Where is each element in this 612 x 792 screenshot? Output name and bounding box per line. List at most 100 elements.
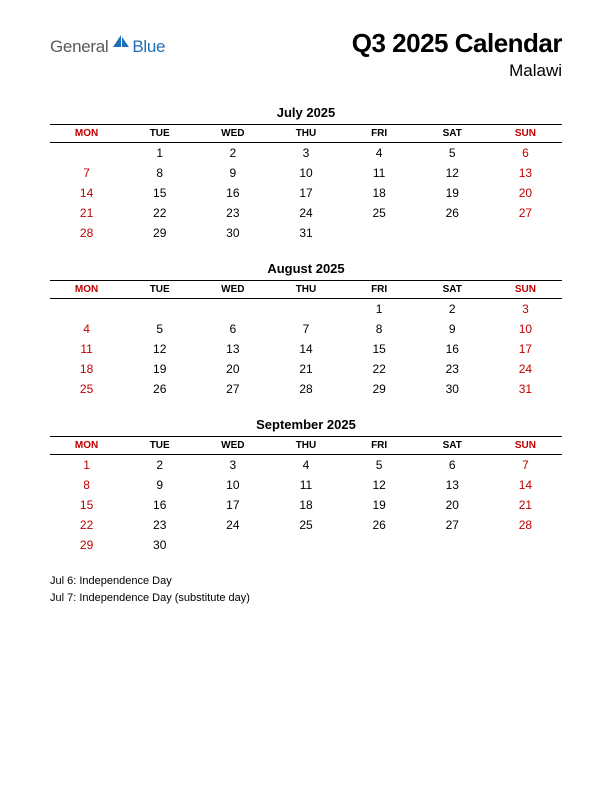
- calendar-cell: 6: [196, 319, 269, 339]
- calendar-cell: 15: [343, 339, 416, 359]
- calendar-cell: 2: [416, 299, 489, 320]
- calendar-cell: 28: [489, 515, 562, 535]
- calendar-cell: 21: [50, 203, 123, 223]
- calendar-cell: 4: [343, 143, 416, 164]
- calendar-cell: 23: [123, 515, 196, 535]
- calendar-cell: 25: [343, 203, 416, 223]
- calendar-cell: [416, 535, 489, 555]
- calendar-row: 123456: [50, 143, 562, 164]
- calendar-row: 22232425262728: [50, 515, 562, 535]
- calendar-cell: 28: [50, 223, 123, 243]
- calendar-cell: 2: [123, 455, 196, 476]
- day-header: WED: [196, 125, 269, 143]
- calendar-cell: 8: [343, 319, 416, 339]
- day-header: TUE: [123, 437, 196, 455]
- calendar-cell: [269, 535, 342, 555]
- calendar-cell: 27: [416, 515, 489, 535]
- calendar-cell: 26: [416, 203, 489, 223]
- calendar-cell: [269, 299, 342, 320]
- calendar-cell: 30: [123, 535, 196, 555]
- calendar-cell: 31: [269, 223, 342, 243]
- calendar-cell: 17: [196, 495, 269, 515]
- day-header: THU: [269, 437, 342, 455]
- calendar-cell: 25: [50, 379, 123, 399]
- calendar-cell: 14: [489, 475, 562, 495]
- day-header: SAT: [416, 281, 489, 299]
- calendar-cell: 27: [196, 379, 269, 399]
- logo: General Blue: [50, 34, 165, 59]
- calendar-table: MONTUEWEDTHUFRISATSUN1234567891011121314…: [50, 436, 562, 555]
- header: General Blue Q3 2025 Calendar Malawi: [50, 28, 562, 81]
- calendar-cell: 19: [343, 495, 416, 515]
- day-header: FRI: [343, 281, 416, 299]
- title-block: Q3 2025 Calendar Malawi: [352, 28, 562, 81]
- month-title: August 2025: [50, 261, 562, 276]
- calendar-cell: 26: [343, 515, 416, 535]
- calendar-cell: 18: [343, 183, 416, 203]
- calendar-cell: 4: [269, 455, 342, 476]
- calendar-cell: 15: [123, 183, 196, 203]
- calendar-cell: 26: [123, 379, 196, 399]
- calendar-row: 78910111213: [50, 163, 562, 183]
- calendar-cell: 9: [123, 475, 196, 495]
- day-header: FRI: [343, 125, 416, 143]
- calendar-cell: 30: [416, 379, 489, 399]
- calendar-cell: 14: [50, 183, 123, 203]
- calendar-row: 1234567: [50, 455, 562, 476]
- calendar-cell: 22: [50, 515, 123, 535]
- calendar-cell: [196, 299, 269, 320]
- calendar-cell: 15: [50, 495, 123, 515]
- calendar-cell: 12: [343, 475, 416, 495]
- calendar-cell: 16: [416, 339, 489, 359]
- calendar-cell: 5: [123, 319, 196, 339]
- page-subtitle: Malawi: [352, 61, 562, 81]
- calendar-cell: 9: [416, 319, 489, 339]
- calendar-cell: 18: [50, 359, 123, 379]
- calendar-cell: 13: [196, 339, 269, 359]
- holiday-item: Jul 7: Independence Day (substitute day): [50, 590, 562, 607]
- month-title: July 2025: [50, 105, 562, 120]
- calendar-table: MONTUEWEDTHUFRISATSUN1234567891011121314…: [50, 124, 562, 243]
- calendar-row: 11121314151617: [50, 339, 562, 359]
- calendar-cell: 2: [196, 143, 269, 164]
- day-header: THU: [269, 125, 342, 143]
- calendar-cell: 28: [269, 379, 342, 399]
- calendar-cell: 25: [269, 515, 342, 535]
- month-block: August 2025MONTUEWEDTHUFRISATSUN12345678…: [50, 261, 562, 399]
- day-header: TUE: [123, 125, 196, 143]
- day-header: SUN: [489, 125, 562, 143]
- calendar-cell: 24: [489, 359, 562, 379]
- calendar-cell: 7: [269, 319, 342, 339]
- calendar-cell: 8: [50, 475, 123, 495]
- calendar-cell: [196, 535, 269, 555]
- calendar-cell: 27: [489, 203, 562, 223]
- calendar-cell: 1: [343, 299, 416, 320]
- calendar-cell: 20: [196, 359, 269, 379]
- calendar-row: 15161718192021: [50, 495, 562, 515]
- calendar-cell: 23: [416, 359, 489, 379]
- holiday-list: Jul 6: Independence DayJul 7: Independen…: [50, 573, 562, 606]
- day-header: MON: [50, 125, 123, 143]
- day-header: SAT: [416, 437, 489, 455]
- calendar-cell: 4: [50, 319, 123, 339]
- day-header: MON: [50, 437, 123, 455]
- day-header: THU: [269, 281, 342, 299]
- calendar-cell: 1: [123, 143, 196, 164]
- day-header: MON: [50, 281, 123, 299]
- calendar-cell: 11: [343, 163, 416, 183]
- calendar-container: July 2025MONTUEWEDTHUFRISATSUN1234567891…: [50, 105, 562, 555]
- calendar-row: 891011121314: [50, 475, 562, 495]
- day-header: SUN: [489, 281, 562, 299]
- calendar-cell: 23: [196, 203, 269, 223]
- calendar-cell: 10: [269, 163, 342, 183]
- calendar-cell: 20: [416, 495, 489, 515]
- calendar-row: 28293031: [50, 223, 562, 243]
- calendar-cell: 1: [50, 455, 123, 476]
- logo-text-blue: Blue: [132, 37, 165, 57]
- logo-text-general: General: [50, 37, 108, 57]
- calendar-cell: 22: [123, 203, 196, 223]
- calendar-cell: [343, 223, 416, 243]
- calendar-cell: 19: [123, 359, 196, 379]
- calendar-cell: 31: [489, 379, 562, 399]
- calendar-cell: [343, 535, 416, 555]
